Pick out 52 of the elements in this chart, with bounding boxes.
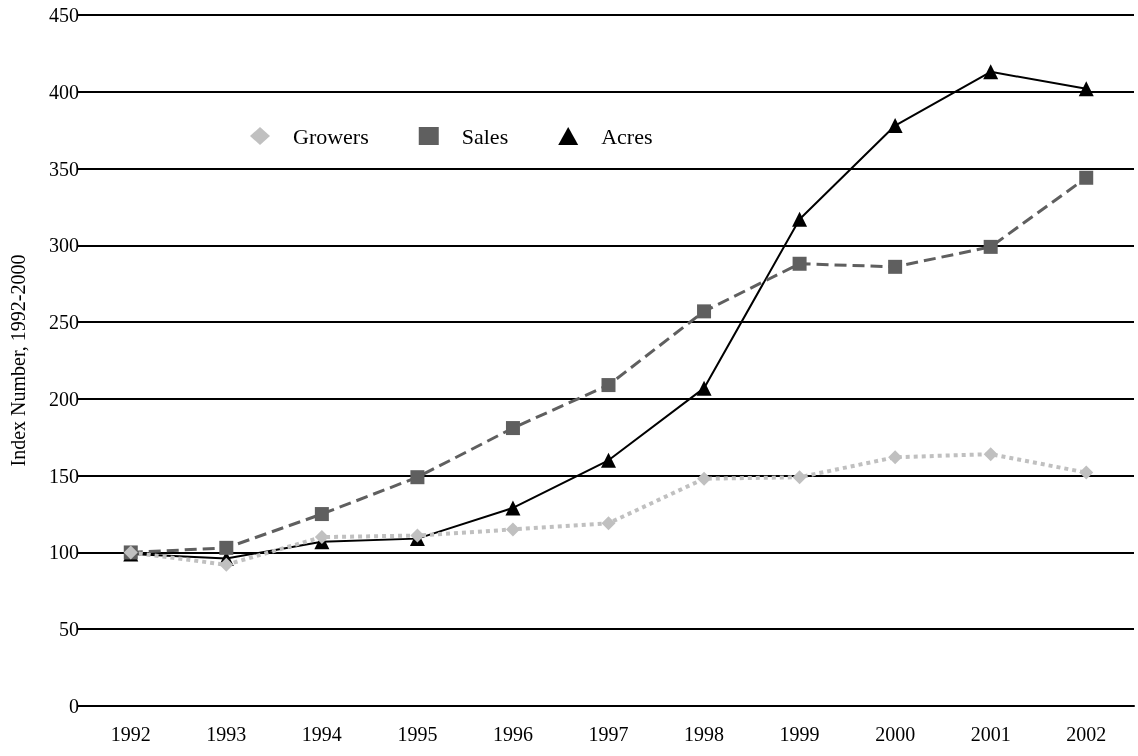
point	[314, 507, 329, 522]
y-tick-label: 0	[69, 695, 79, 717]
point	[697, 471, 712, 486]
point	[792, 256, 807, 271]
point	[887, 118, 903, 134]
y-tick-label: 250	[49, 311, 79, 334]
point	[601, 378, 616, 393]
point	[219, 557, 234, 572]
point	[983, 447, 998, 462]
point	[1078, 81, 1094, 97]
point	[410, 528, 425, 543]
point	[888, 259, 903, 274]
y-tick-label: 300	[49, 234, 79, 257]
point	[601, 452, 616, 468]
legend-label: Growers	[293, 123, 369, 149]
point	[505, 500, 521, 516]
point	[983, 64, 999, 80]
point	[1079, 170, 1094, 185]
x-tick-label: 2001	[970, 723, 1011, 745]
point	[888, 450, 903, 465]
point	[696, 380, 712, 396]
x-tick-label: 1998	[684, 723, 725, 745]
point	[697, 304, 712, 319]
legend-label: Sales	[461, 123, 509, 149]
x-tick-label: 1997	[588, 723, 629, 745]
x-tick-label: 2000	[875, 723, 916, 745]
y-tick-label: 100	[49, 541, 79, 564]
y-tick-label: 50	[59, 618, 79, 641]
point	[601, 516, 616, 531]
y-tick-label: 450	[49, 4, 79, 26]
x-tick-label: 1995	[397, 723, 438, 745]
point	[314, 530, 329, 545]
y-tick-label: 150	[49, 464, 79, 487]
point	[792, 470, 807, 485]
x-tick-label: 1993	[206, 723, 247, 745]
y-tick-label: 350	[49, 157, 79, 180]
point	[410, 470, 425, 485]
point	[505, 522, 520, 537]
x-tick-label: 1996	[492, 723, 533, 745]
x-tick-label: 1994	[301, 723, 342, 745]
y-axis-title: Index Number, 1992-2000	[7, 254, 29, 467]
x-tick-label: 2002	[1066, 723, 1107, 745]
point	[792, 211, 808, 227]
legend-label: Acres	[601, 123, 653, 149]
point	[1079, 465, 1094, 480]
point	[983, 239, 998, 254]
x-tick-label: 1992	[110, 723, 151, 745]
y-tick-label: 400	[49, 80, 79, 103]
x-tick-label: 1999	[779, 723, 820, 745]
y-tick-label: 200	[49, 387, 79, 410]
point	[505, 421, 520, 436]
point	[219, 540, 234, 555]
